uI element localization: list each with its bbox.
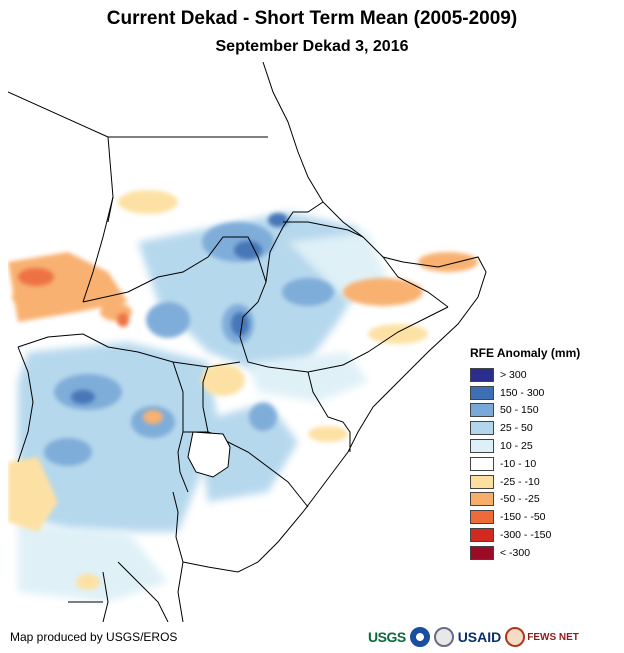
legend-item: -10 - 10 [470, 455, 615, 473]
legend: RFE Anomaly (mm) > 300 150 - 300 50 - 150 2… [470, 346, 615, 562]
legend-item: < -300 [470, 544, 615, 562]
legend-label: 10 - 25 [500, 440, 533, 453]
legend-label: < -300 [500, 546, 531, 559]
anomaly-fields [8, 190, 478, 602]
map-title: Current Dekad - Short Term Mean (2005-20… [106, 8, 518, 29]
lake-tanganyika [172, 491, 184, 563]
fews-net-logo: FEWS NET [505, 627, 579, 647]
legend-swatch [470, 367, 494, 382]
legend-swatch [470, 421, 494, 436]
legend-item: 50 - 150 [470, 402, 615, 420]
legend-item: 10 - 25 [470, 437, 615, 455]
legend-label: -50 - -25 [500, 493, 540, 506]
lake-victoria [187, 431, 231, 478]
rainfall-anomaly-map [8, 62, 487, 622]
legend-label: -25 - -10 [500, 475, 540, 488]
legend-item: 25 - 50 [470, 419, 615, 437]
legend-label: 50 - 150 [500, 404, 539, 417]
usgs-text: USGS [368, 629, 406, 645]
legend-item: -300 - -150 [470, 526, 615, 544]
fews-net-text: FEWS NET [527, 631, 579, 643]
fews-net-seal-icon [505, 627, 526, 647]
legend-swatch [470, 510, 494, 525]
country-boundaries [8, 62, 487, 622]
legend-label: -300 - -150 [500, 529, 552, 542]
legend-label: -10 - 10 [500, 457, 537, 470]
coastline [257, 62, 487, 563]
dry-50-150-areas [18, 268, 129, 327]
usaid-text: USAID [457, 629, 502, 645]
map-credit: Map produced by USGS/EROS [10, 630, 178, 644]
legend-swatch [470, 439, 494, 454]
legend-swatch [470, 474, 494, 489]
legend-swatch [470, 385, 494, 400]
dry-10-25-areas [8, 190, 428, 590]
legend-item: -25 - -10 [470, 473, 615, 491]
legend-item: -50 - -25 [470, 491, 615, 509]
legend-swatch [470, 528, 494, 543]
wet-150-300-areas [71, 213, 288, 404]
legend-swatch [470, 403, 494, 418]
legend-swatch [470, 545, 494, 560]
legend-label: -150 - -50 [500, 511, 546, 524]
usaid-logo: USAID [458, 629, 502, 645]
legend-label: 150 - 300 [500, 386, 545, 399]
wet-10-25-areas [18, 232, 388, 602]
legend-item: > 300 [470, 366, 615, 384]
legend-rows: > 300 150 - 300 50 - 150 25 - 50 10 - 25 -10 … [470, 366, 615, 562]
legend-swatch [470, 456, 494, 471]
doi-seal-icon [433, 627, 454, 647]
legend-title: RFE Anomaly (mm) [470, 346, 581, 360]
legend-swatch [470, 492, 494, 507]
logo-bar: USGS USAID FEWS NET [368, 624, 614, 650]
legend-label: 25 - 50 [500, 422, 533, 435]
legend-label: > 300 [500, 368, 527, 381]
map-subtitle: September Dekad 3, 2016 [215, 38, 409, 55]
noaa-seal-icon [409, 627, 430, 647]
legend-item: -150 - -50 [470, 508, 615, 526]
usgs-logo: USGS [368, 629, 406, 645]
legend-item: 150 - 300 [470, 384, 615, 402]
